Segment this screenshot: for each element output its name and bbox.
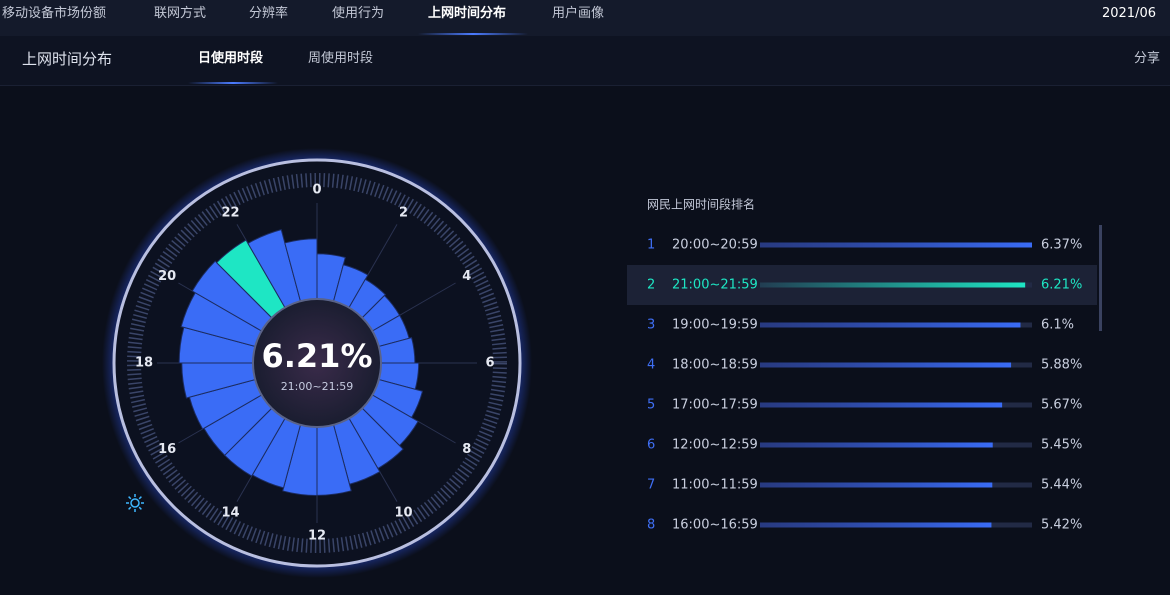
time-range: 16:00~16:59 bbox=[672, 518, 758, 533]
time-range: 21:00~21:59 bbox=[672, 278, 758, 293]
hour-label: 12 bbox=[308, 529, 326, 544]
time-range: 11:00~11:59 bbox=[672, 478, 758, 493]
active-underline bbox=[418, 33, 528, 35]
nav-tab[interactable]: 使用行为 bbox=[332, 6, 385, 21]
sub-tab[interactable]: 周使用时段 bbox=[308, 51, 374, 66]
time-range: 12:00~12:59 bbox=[672, 438, 758, 453]
value-label: 5.44% bbox=[1041, 478, 1082, 493]
time-range: 17:00~17:59 bbox=[672, 398, 758, 413]
rank-bar bbox=[760, 482, 993, 488]
rank-bar bbox=[760, 242, 1032, 248]
value-label: 5.67% bbox=[1041, 398, 1082, 413]
active-underline bbox=[188, 82, 278, 84]
center-value: 6.21% bbox=[261, 337, 372, 375]
sub-header: 上网时间分布 日使用时段 周使用时段 分享 bbox=[0, 36, 1170, 86]
hour-label: 16 bbox=[158, 442, 176, 457]
scrollbar bbox=[1099, 225, 1102, 331]
value-label: 6.21% bbox=[1041, 278, 1082, 293]
ranking-title: 网民上网时间段排名 bbox=[647, 197, 755, 212]
hour-label: 14 bbox=[221, 505, 239, 520]
hour-label: 0 bbox=[312, 183, 321, 198]
hour-label: 20 bbox=[158, 269, 176, 284]
rank-bar bbox=[760, 322, 1021, 328]
rank-number: 1 bbox=[647, 238, 655, 253]
rank-number: 5 bbox=[647, 398, 655, 413]
hour-label: 4 bbox=[462, 269, 471, 284]
rank-number: 3 bbox=[647, 318, 655, 333]
hour-label: 2 bbox=[399, 206, 408, 221]
share-button[interactable]: 分享 bbox=[1133, 51, 1160, 66]
hour-label: 22 bbox=[221, 206, 239, 221]
hour-label: 8 bbox=[462, 442, 471, 457]
hour-label: 6 bbox=[485, 356, 494, 371]
time-range: 19:00~19:59 bbox=[672, 318, 758, 333]
section-title: 上网时间分布 bbox=[22, 50, 113, 68]
value-label: 6.1% bbox=[1041, 318, 1074, 333]
hour-label: 10 bbox=[394, 505, 412, 520]
rank-bar bbox=[760, 282, 1026, 288]
rank-bar bbox=[760, 402, 1003, 408]
value-label: 5.88% bbox=[1041, 358, 1082, 373]
nav-tab[interactable]: 上网时间分布 bbox=[428, 6, 507, 21]
rank-number: 4 bbox=[647, 358, 655, 373]
sun-icon bbox=[126, 494, 144, 512]
sub-tab[interactable]: 日使用时段 bbox=[198, 51, 264, 66]
value-label: 5.45% bbox=[1041, 438, 1082, 453]
date: 2021/06 bbox=[1101, 6, 1156, 21]
dot-ring bbox=[127, 173, 507, 553]
center-range: 21:00~21:59 bbox=[281, 380, 354, 393]
rank-number: 7 bbox=[647, 478, 655, 493]
rank-number: 6 bbox=[647, 438, 655, 453]
value-label: 5.42% bbox=[1041, 518, 1082, 533]
hour-label: 18 bbox=[135, 356, 153, 371]
rank-number: 2 bbox=[647, 278, 655, 293]
rank-bar bbox=[760, 522, 992, 528]
nav-tab[interactable]: 联网方式 bbox=[154, 6, 207, 21]
top-nav: 移动设备市场份额 联网方式 分辨率 使用行为 上网时间分布 用户画像 2021/06 bbox=[0, 0, 1170, 36]
nav-tab[interactable]: 分辨率 bbox=[249, 6, 289, 21]
time-range: 18:00~18:59 bbox=[672, 358, 758, 373]
nav-tab[interactable]: 移动设备市场份额 bbox=[2, 6, 107, 21]
rank-bar bbox=[760, 442, 993, 448]
time-range: 20:00~20:59 bbox=[672, 238, 758, 253]
value-label: 6.37% bbox=[1041, 238, 1082, 253]
nav-tab[interactable]: 用户画像 bbox=[552, 6, 605, 21]
rank-bar bbox=[760, 362, 1012, 368]
rank-number: 8 bbox=[647, 518, 655, 533]
center-hub bbox=[252, 298, 382, 428]
